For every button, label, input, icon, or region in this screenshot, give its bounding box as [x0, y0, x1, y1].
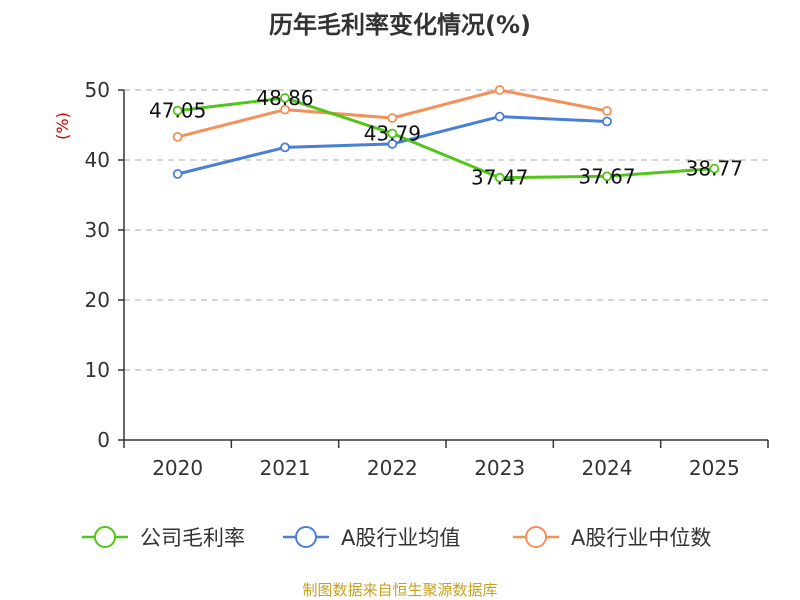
y-tick-label: 50 [85, 78, 110, 102]
data-label: 48.86 [256, 86, 313, 110]
y-tick-label: 40 [85, 148, 110, 172]
series-layer [172, 85, 720, 183]
data-point[interactable] [709, 163, 720, 174]
data-label: 38.77 [686, 157, 743, 181]
chart-title: 历年毛利率变化情况(%) [269, 11, 531, 39]
data-point[interactable] [387, 128, 398, 139]
x-tick-label: 2020 [152, 456, 203, 480]
legend-marker [525, 526, 547, 548]
data-point[interactable] [602, 171, 612, 182]
x-tick-label: 2021 [260, 456, 311, 480]
y-tick-label: 0 [97, 428, 110, 452]
y-tick-label: 30 [85, 218, 110, 242]
legend-label: A股行业中位数 [571, 526, 711, 550]
data-point[interactable] [387, 113, 398, 123]
y-axis-unit: (%) [53, 112, 72, 140]
x-tick-label: 2024 [582, 456, 633, 480]
x-tick-label: 2023 [474, 456, 525, 480]
y-tick-label: 10 [85, 358, 110, 382]
data-point[interactable] [280, 142, 290, 153]
data-label: 43.79 [364, 121, 421, 145]
data-point[interactable] [172, 105, 183, 116]
data-point[interactable] [280, 93, 290, 103]
data-point[interactable] [602, 116, 612, 127]
data-label: 37.47 [471, 166, 528, 190]
data-point[interactable] [494, 85, 505, 95]
data-label: 47.05 [149, 99, 206, 123]
data-point[interactable] [172, 169, 183, 179]
data-point[interactable] [172, 131, 183, 142]
series-2 [172, 85, 612, 142]
legend-label: 公司毛利率 [140, 526, 245, 550]
legend-item-2[interactable]: A股行业中位数 [513, 526, 711, 550]
y-tick-label: 20 [85, 288, 110, 312]
legend-item-1[interactable]: A股行业均值 [283, 526, 460, 550]
data-point[interactable] [494, 111, 505, 122]
data-point[interactable] [387, 138, 398, 149]
series-1 [172, 111, 612, 179]
data-labels: 47.05 48.86 43.79 37.47 37.67 38.77 [149, 86, 743, 190]
data-point[interactable] [602, 106, 612, 116]
series-line [177, 96, 715, 180]
data-point[interactable] [494, 172, 505, 183]
axes: 0 10 20 30 40 50 2020 2021 2022 2023 2024 2025 [85, 78, 769, 480]
source-note: 制图数据来自恒生聚源数据库 [302, 581, 497, 599]
legend-marker [94, 526, 116, 548]
legend-marker [295, 526, 317, 548]
data-point[interactable] [280, 104, 290, 115]
x-tick-label: 2022 [367, 456, 418, 480]
legend[interactable]: 公司毛利率 A股行业均值 A股行业中位数 [82, 526, 711, 550]
data-label: 37.67 [578, 164, 635, 188]
legend-label: A股行业均值 [341, 526, 460, 550]
grid-lines [124, 89, 768, 371]
series-0 [172, 93, 720, 183]
legend-item-0[interactable]: 公司毛利率 [82, 526, 245, 550]
x-tick-label: 2025 [689, 456, 740, 480]
